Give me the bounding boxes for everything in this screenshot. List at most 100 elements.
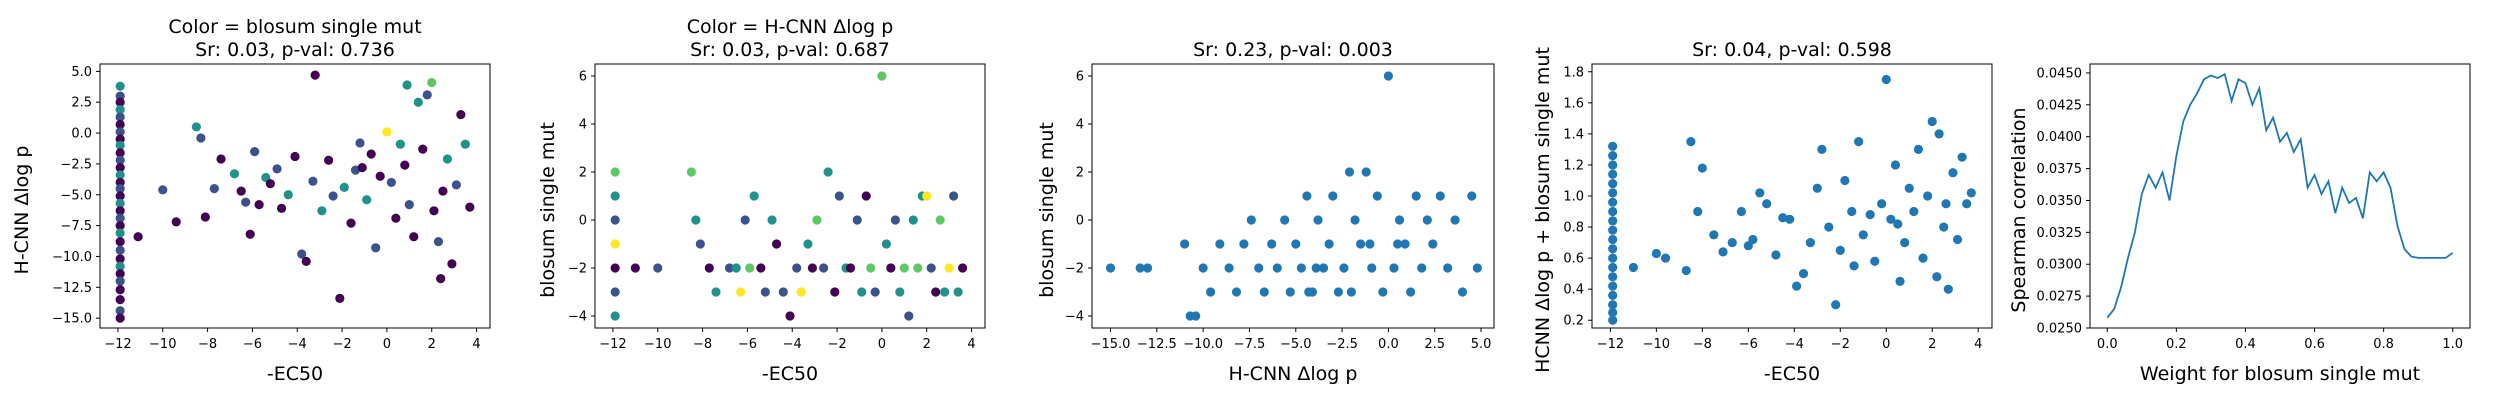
x-tick-label: 0.0 (1378, 337, 1399, 352)
data-point (276, 203, 287, 213)
x-tick-label: −4 (288, 337, 307, 352)
data-point (1608, 300, 1618, 310)
data-point (241, 197, 251, 207)
data-point (1608, 141, 1618, 151)
data-point (115, 213, 125, 223)
y-tick-label: 0.0300 (2037, 258, 2083, 273)
data-point (792, 263, 802, 273)
subplot-4-scatter-ec50-vs-combined: −12 −10 −8 −6 −4 −2 0 2 4 0.2 0.4 0.6 0.8 1.0 1.2 1.4 1.… (1532, 39, 1993, 385)
data-point (395, 139, 405, 149)
data-point (386, 177, 396, 188)
y-tick-label: 1.8 (1563, 65, 1584, 80)
data-point (1923, 191, 1933, 201)
data-point (265, 179, 275, 189)
data-point (1952, 234, 1963, 245)
data-point (1291, 239, 1301, 249)
data-point (115, 313, 125, 323)
data-point (1718, 247, 1728, 257)
x-tick-label: −2 (827, 337, 846, 352)
data-point (115, 191, 125, 201)
data-point (308, 176, 318, 186)
data-point (778, 287, 788, 297)
data-point (899, 263, 909, 273)
data-point (1361, 167, 1371, 177)
data-point (209, 183, 219, 194)
data-point (1854, 137, 1864, 147)
data-point (1608, 234, 1618, 245)
data-point (115, 119, 125, 130)
data-point (442, 154, 453, 164)
y-tick-label: 4 (579, 118, 587, 133)
y-tick-label: 0.0275 (2037, 290, 2083, 305)
data-point (1259, 287, 1269, 297)
data-point (1393, 239, 1403, 249)
data-point (115, 148, 125, 158)
data-point (610, 239, 620, 249)
subplot-1-y-axis-label: H-CNN Δlog p (11, 146, 33, 275)
data-point (1608, 151, 1618, 161)
data-point (1344, 167, 1355, 177)
data-point (1628, 262, 1638, 273)
y-tick-label: −2.5 (60, 157, 92, 172)
data-point (1324, 239, 1334, 249)
data-point (1400, 239, 1410, 249)
subplot-4-y-axis-label: HCNN Δlog p + blosum single mut (1532, 47, 1554, 373)
data-point (1900, 237, 1910, 248)
data-point (610, 287, 620, 297)
data-point (908, 215, 918, 225)
data-point (610, 263, 620, 273)
data-point (1962, 199, 1972, 209)
data-point (216, 154, 226, 164)
data-point (1435, 191, 1445, 201)
data-point (1383, 71, 1394, 81)
data-point (1934, 129, 1944, 139)
plot-area: −15.0 −12.5 −10.0 −7.5 −5.0 −2.5 0.0 2.5 5.0 −4 −2… (1065, 63, 1495, 352)
subplot-5-y-axis-label: Spearman correlation (2008, 107, 2030, 312)
data-point (1318, 263, 1329, 273)
data-point (1785, 214, 1795, 224)
data-point (115, 170, 125, 180)
data-point (115, 276, 125, 286)
data-point (1394, 215, 1405, 225)
data-point (362, 195, 372, 205)
y-tick-label: 0.2 (1563, 314, 1584, 329)
x-tick-label: 2 (428, 337, 436, 352)
data-point (630, 263, 640, 273)
data-point (926, 263, 936, 273)
data-point (760, 287, 770, 297)
data-point (1457, 287, 1468, 297)
data-point (1215, 239, 1225, 249)
x-tick-label: 0 (1882, 337, 1890, 352)
data-point (922, 191, 932, 201)
x-tick-label: 2 (1928, 337, 1936, 352)
data-point (944, 263, 954, 273)
data-point (724, 263, 735, 273)
x-tick-label: 2.5 (1424, 337, 1445, 352)
data-point (870, 287, 880, 297)
data-point (1191, 311, 1201, 321)
x-tick-label: −4 (783, 337, 802, 352)
data-point (1651, 248, 1661, 259)
data-point (1927, 116, 1937, 127)
y-tick-label: 0.0350 (2037, 194, 2083, 209)
data-point (1939, 222, 1949, 232)
y-tick-label: 5.0 (71, 65, 92, 80)
data-point (610, 215, 620, 225)
data-point (115, 285, 125, 295)
data-point (236, 186, 246, 196)
data-point (1272, 263, 1282, 273)
data-point (196, 133, 206, 143)
data-point (1778, 213, 1788, 223)
data-point (1608, 197, 1618, 207)
data-point (191, 122, 201, 132)
data-point (1904, 183, 1914, 193)
data-point (704, 263, 714, 273)
data-point (115, 112, 125, 122)
y-tick-label: 0.0450 (2037, 66, 2083, 81)
data-point (877, 71, 887, 81)
x-tick-label: 4 (967, 337, 975, 352)
data-point (1339, 263, 1349, 273)
subplot-4-x-axis-label: -EC50 (1764, 363, 1820, 385)
data-point (413, 97, 423, 107)
data-point (1205, 287, 1216, 297)
